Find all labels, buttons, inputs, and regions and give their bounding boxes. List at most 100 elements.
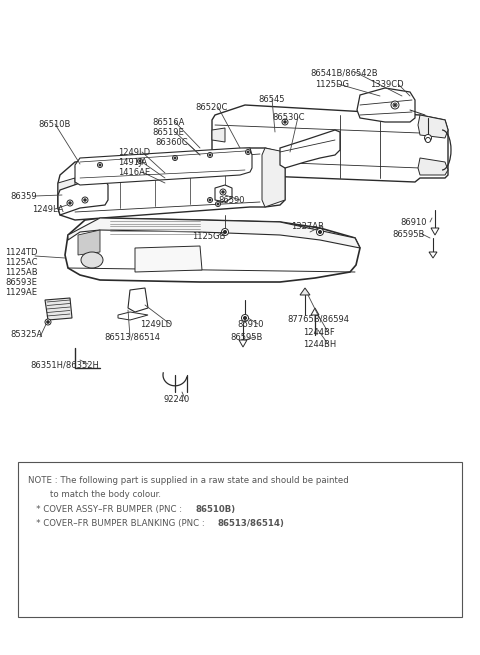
Text: 86510B: 86510B [38,120,71,129]
Circle shape [243,316,247,320]
Text: 86530C: 86530C [272,113,304,122]
Text: 86520C: 86520C [195,103,228,112]
Text: 86351H/86352H: 86351H/86352H [30,360,99,369]
Circle shape [220,189,226,195]
Text: * COVER–FR BUMPER BLANKING (PNC :: * COVER–FR BUMPER BLANKING (PNC : [28,519,207,528]
Polygon shape [75,148,252,185]
Circle shape [207,153,213,157]
Text: 86590: 86590 [218,196,244,205]
Ellipse shape [81,252,103,268]
Circle shape [316,229,324,236]
Circle shape [45,319,51,325]
Polygon shape [45,298,72,320]
Text: 1124TD: 1124TD [5,248,37,257]
Text: 1339CD: 1339CD [370,80,404,89]
Circle shape [84,199,86,201]
Circle shape [247,151,249,153]
Text: 1416AE: 1416AE [118,168,150,177]
Polygon shape [58,148,285,220]
Text: 85325A: 85325A [10,330,42,339]
Polygon shape [262,148,285,207]
Circle shape [284,121,286,123]
Text: 86513/86514): 86513/86514) [218,519,285,528]
Circle shape [174,157,176,159]
Circle shape [216,202,220,206]
Text: 1244BF: 1244BF [303,328,335,337]
Polygon shape [429,252,437,258]
Circle shape [224,231,227,233]
Text: 1249LD: 1249LD [140,320,172,329]
Polygon shape [212,128,225,142]
Polygon shape [300,288,310,295]
Text: 86595B: 86595B [230,333,263,342]
Text: 92240: 92240 [164,395,190,404]
Circle shape [217,203,219,205]
Circle shape [222,191,224,193]
Text: 1125AB: 1125AB [5,268,37,277]
Polygon shape [68,218,360,248]
Circle shape [209,154,211,156]
Polygon shape [118,312,148,320]
Circle shape [47,321,49,324]
Text: 86516A: 86516A [152,118,184,127]
Circle shape [391,101,399,109]
Circle shape [393,103,397,107]
Polygon shape [311,308,319,315]
Text: 1249LD: 1249LD [118,148,150,157]
Text: 86519E: 86519E [152,128,184,137]
Circle shape [241,314,249,322]
Polygon shape [215,185,232,202]
Text: 1249LA: 1249LA [32,205,64,214]
Polygon shape [58,180,108,215]
Polygon shape [65,218,360,282]
Circle shape [221,229,228,236]
Circle shape [67,200,73,206]
Circle shape [139,160,141,162]
Text: 1327AB: 1327AB [291,222,324,231]
Polygon shape [212,105,448,182]
Text: 86510B): 86510B) [195,505,235,514]
Text: 1129AE: 1129AE [5,288,37,297]
Text: 1491JA: 1491JA [118,158,147,167]
Text: 86360C: 86360C [155,138,188,147]
Circle shape [69,202,71,204]
Text: 86910: 86910 [400,218,427,227]
Circle shape [209,199,211,201]
Text: to match the body colour.: to match the body colour. [28,490,161,499]
Polygon shape [418,158,448,175]
Polygon shape [239,340,247,347]
FancyBboxPatch shape [18,462,462,617]
Circle shape [99,164,101,166]
Polygon shape [431,228,439,235]
Text: 86910: 86910 [237,320,264,329]
Circle shape [282,119,288,125]
Polygon shape [128,288,148,312]
Polygon shape [280,130,340,168]
Circle shape [207,198,213,202]
Circle shape [172,155,178,160]
Text: 86593E: 86593E [5,278,37,287]
Text: 86541B/86542B: 86541B/86542B [310,68,378,77]
Circle shape [319,231,322,233]
Circle shape [394,104,396,106]
Circle shape [424,134,432,141]
Polygon shape [58,178,75,208]
Text: 1125GB: 1125GB [192,232,226,241]
Polygon shape [357,88,415,122]
Circle shape [97,162,103,168]
Circle shape [425,138,431,143]
Polygon shape [78,230,100,255]
Circle shape [137,159,143,164]
Text: 1125AC: 1125AC [5,258,37,267]
Text: 86513/86514: 86513/86514 [104,333,160,342]
Text: NOTE : The following part is supplied in a raw state and should be painted: NOTE : The following part is supplied in… [28,476,349,485]
Polygon shape [135,246,202,272]
Text: 87765B/86594: 87765B/86594 [287,315,349,324]
Text: 86545: 86545 [258,95,285,104]
Text: * COVER ASSY–FR BUMPER (PNC :: * COVER ASSY–FR BUMPER (PNC : [28,505,185,514]
Polygon shape [418,115,448,138]
Circle shape [82,197,88,203]
Text: 86595B: 86595B [392,230,424,239]
Circle shape [245,149,251,155]
Text: 1125DG: 1125DG [315,80,349,89]
